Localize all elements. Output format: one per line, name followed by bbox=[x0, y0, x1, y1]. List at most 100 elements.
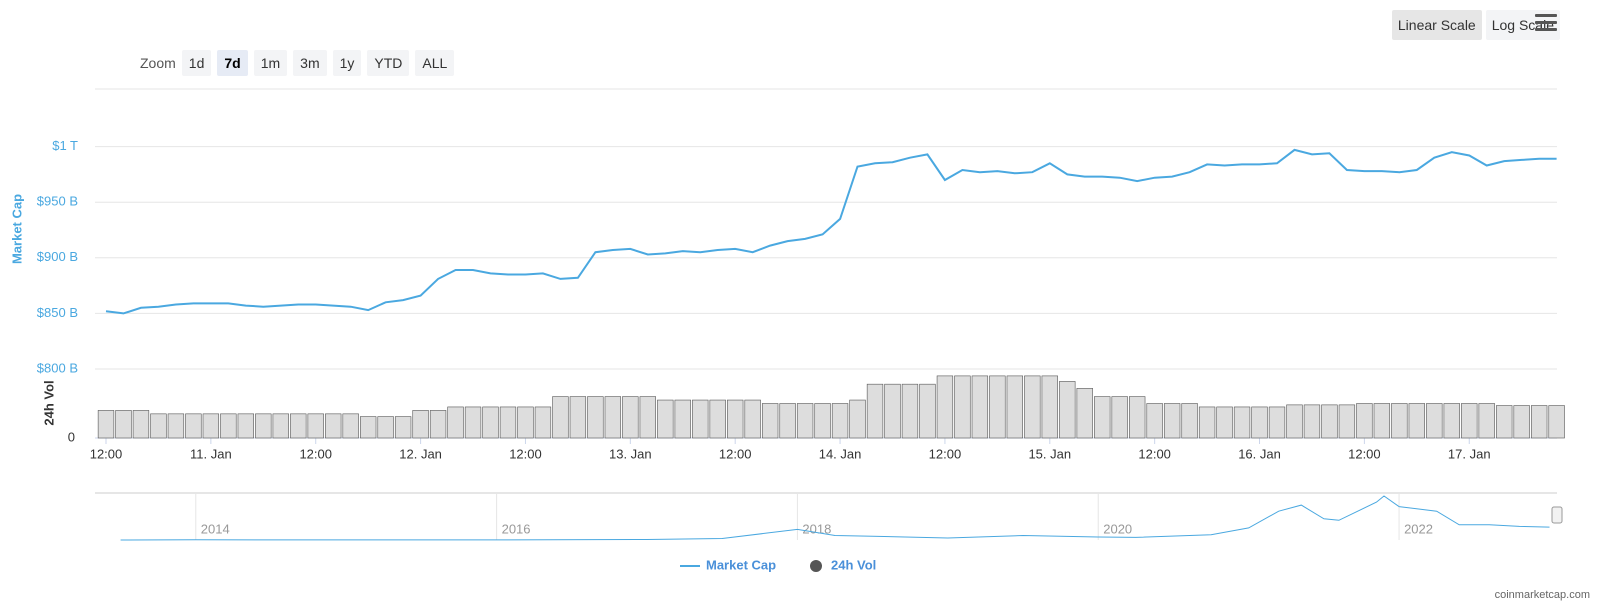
volume-bar bbox=[814, 403, 831, 439]
volume-bar bbox=[1216, 406, 1233, 439]
volume-bar bbox=[552, 396, 569, 439]
volume-bar bbox=[744, 399, 761, 439]
volume-bar bbox=[1530, 405, 1548, 439]
legend-dot bbox=[810, 560, 822, 572]
credit: coinmarketcap.com bbox=[1494, 589, 1590, 601]
volume-bar bbox=[1111, 396, 1128, 439]
volume-bar bbox=[866, 383, 884, 439]
zoom-button[interactable]: 3m bbox=[293, 50, 327, 76]
menu-button[interactable] bbox=[1535, 14, 1557, 34]
zoom-bar: Zoom 1d 7d 1m 3m 1y YTD ALL bbox=[140, 50, 455, 76]
volume-bar bbox=[1373, 403, 1391, 439]
volume-bar bbox=[447, 406, 464, 439]
zoom-button[interactable]: 1m bbox=[253, 50, 288, 76]
scale-button[interactable]: Linear Scale bbox=[1391, 10, 1482, 40]
x-tick-label: 11. Jan bbox=[190, 446, 232, 461]
zoom-button[interactable]: ALL bbox=[415, 50, 455, 76]
volume-bar bbox=[499, 406, 517, 439]
volume-bar bbox=[1321, 404, 1338, 439]
volume-bar bbox=[1181, 403, 1198, 439]
legend-label[interactable]: 24h Vol bbox=[831, 557, 876, 572]
volume-bar bbox=[255, 413, 272, 439]
navigator-handle[interactable] bbox=[1551, 506, 1563, 524]
y2-tick-label: 0 bbox=[68, 429, 75, 444]
volume-bar bbox=[429, 410, 447, 439]
x-tick-label: 12. Jan bbox=[399, 446, 442, 461]
navigator-line bbox=[120, 495, 1550, 541]
x-tick-label: 13. Jan bbox=[609, 446, 652, 461]
volume-bar bbox=[919, 383, 936, 439]
volume-bar bbox=[1286, 404, 1303, 439]
legend-label[interactable]: Market Cap bbox=[706, 557, 776, 572]
volume-bar bbox=[220, 413, 237, 439]
x-tick-label: 12:00 bbox=[509, 446, 542, 461]
volume-bar bbox=[569, 396, 587, 439]
volume-bar bbox=[272, 413, 289, 439]
volume-bar bbox=[97, 410, 115, 439]
volume-bar bbox=[831, 403, 849, 439]
volume-bar bbox=[1198, 406, 1216, 439]
volume-bar bbox=[534, 406, 552, 439]
volume-bar bbox=[692, 399, 709, 439]
volume-bar bbox=[657, 399, 674, 439]
volume-bar bbox=[971, 375, 989, 439]
volume-bar bbox=[464, 406, 482, 439]
volume-bar bbox=[1076, 388, 1093, 439]
volume-bar bbox=[622, 396, 639, 439]
volume-bar bbox=[936, 375, 954, 439]
y-tick-label: $950 B bbox=[37, 194, 78, 209]
zoom-button[interactable]: YTD bbox=[367, 50, 410, 76]
volume-bar bbox=[1041, 375, 1058, 439]
volume-bar bbox=[989, 375, 1006, 439]
volume-bar bbox=[1268, 406, 1286, 439]
market-cap-line bbox=[105, 148, 1557, 315]
volume-bar bbox=[1059, 381, 1076, 439]
volume-bar bbox=[1338, 404, 1356, 439]
volume-bar bbox=[517, 406, 534, 439]
volume-bar bbox=[587, 396, 604, 439]
volume-bar bbox=[132, 410, 150, 439]
navigator-tick-label: 2018 bbox=[802, 521, 831, 536]
volume-bar bbox=[604, 396, 622, 439]
volume-bar bbox=[1251, 406, 1268, 439]
volume-bar bbox=[639, 396, 656, 439]
zoom-button[interactable]: 1y bbox=[332, 50, 362, 76]
volume-bar bbox=[185, 413, 202, 439]
x-tick-label: 15. Jan bbox=[1028, 446, 1071, 461]
y-tick-label: $900 B bbox=[37, 249, 78, 264]
volume-bar bbox=[709, 399, 726, 439]
x-tick-label: 16. Jan bbox=[1238, 446, 1281, 461]
zoom-button[interactable]: 7d bbox=[217, 50, 248, 76]
volume-bar bbox=[954, 375, 971, 439]
volume-bar bbox=[202, 413, 220, 439]
zoom-button[interactable]: 1d bbox=[181, 50, 212, 76]
volume-bar bbox=[1408, 403, 1425, 439]
volume-bar bbox=[1461, 403, 1478, 439]
volume-bar bbox=[237, 413, 254, 439]
volume-bar bbox=[482, 406, 499, 439]
x-tick-label: 12:00 bbox=[1348, 446, 1381, 461]
volume-bar bbox=[115, 410, 132, 439]
volume-bar bbox=[884, 383, 901, 439]
volume-bar bbox=[1426, 403, 1443, 439]
volume-bar bbox=[290, 413, 307, 439]
x-tick-label: 14. Jan bbox=[819, 446, 862, 461]
volume-bar bbox=[779, 403, 796, 439]
volume-bar bbox=[1513, 405, 1530, 439]
volume-bar bbox=[1478, 403, 1495, 439]
volume-bar bbox=[1303, 404, 1321, 439]
x-tick-label: 12:00 bbox=[929, 446, 962, 461]
volume-bar bbox=[1391, 403, 1408, 439]
y-tick-label: $850 B bbox=[37, 305, 78, 320]
x-tick-label: 17. Jan bbox=[1448, 446, 1491, 461]
x-tick-label: 12:00 bbox=[1138, 446, 1171, 461]
volume-bar bbox=[167, 413, 185, 439]
navigator-tick-label: 2014 bbox=[201, 521, 230, 536]
volume-bar bbox=[377, 416, 394, 439]
y2-axis-title: 24h Vol bbox=[41, 380, 56, 425]
navigator-tick-label: 2020 bbox=[1103, 521, 1132, 536]
zoom-label: Zoom bbox=[140, 55, 176, 71]
x-tick-label: 12:00 bbox=[719, 446, 752, 461]
